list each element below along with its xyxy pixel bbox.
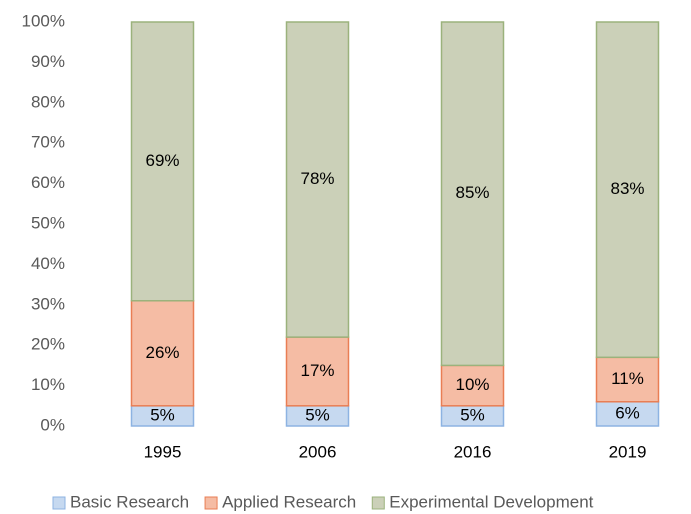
bar-segment (595, 356, 660, 403)
legend-swatch (204, 496, 218, 510)
bar-segment (130, 300, 195, 407)
y-tick-label: 100% (22, 11, 65, 30)
y-tick-label: 90% (31, 52, 65, 71)
bar-segment (440, 21, 505, 367)
legend-label: Experimental Development (389, 492, 593, 511)
legend-swatch (52, 496, 66, 510)
y-tick-label: 20% (31, 335, 65, 354)
y-tick-label: 50% (31, 213, 65, 232)
bar-segment (595, 21, 660, 359)
x-tick-label: 2006 (299, 442, 337, 461)
data-label: 17% (300, 361, 334, 380)
x-tick-label: 1995 (144, 442, 182, 461)
y-tick-label: 30% (31, 294, 65, 313)
data-label: 5% (150, 405, 175, 424)
x-tick-label: 2016 (454, 442, 492, 461)
legend-swatch (371, 496, 385, 510)
y-tick-label: 60% (31, 173, 65, 192)
y-tick-label: 0% (40, 415, 65, 434)
data-label: 11% (611, 369, 644, 388)
y-tick-label: 80% (31, 92, 65, 111)
legend-label: Applied Research (222, 492, 356, 511)
y-tick-label: 40% (31, 254, 65, 273)
data-label: 6% (615, 403, 640, 422)
legend-label: Basic Research (70, 492, 189, 511)
y-tick-label: 70% (31, 133, 65, 152)
data-label: 10% (455, 375, 489, 394)
data-label: 69% (145, 151, 179, 170)
bar-segment (285, 336, 350, 407)
data-label: 5% (460, 405, 485, 424)
data-label: 78% (300, 169, 334, 188)
data-label: 5% (305, 405, 330, 424)
data-label: 83% (610, 179, 644, 198)
bar-segment (130, 21, 195, 302)
x-tick-label: 2019 (609, 442, 647, 461)
data-label: 85% (455, 183, 489, 202)
y-tick-label: 10% (31, 375, 65, 394)
data-label: 26% (145, 343, 179, 362)
bar-segment (285, 21, 350, 338)
